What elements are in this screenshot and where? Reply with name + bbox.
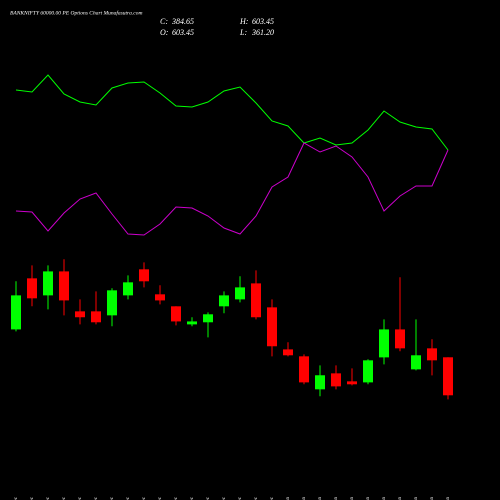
ohlc-value: 603.45 — [172, 28, 194, 37]
x-tick-label: 18 Dec — [142, 496, 147, 500]
x-tick-label: 02 Jan — [302, 497, 307, 500]
x-tick-label: 10 Dec — [46, 496, 51, 500]
x-tick-label: 23 Dec — [190, 496, 195, 500]
candle-body — [203, 314, 213, 323]
x-tick-label: 20 Dec — [174, 496, 179, 500]
candle-body — [171, 306, 181, 322]
candle-body — [139, 269, 149, 282]
candle-body — [43, 271, 53, 296]
x-tick-label: 03 Jan — [318, 497, 323, 500]
candle-body — [363, 360, 373, 383]
candle-body — [155, 294, 165, 301]
x-tick-label: 16 Dec — [110, 496, 115, 500]
candle-body — [395, 329, 405, 349]
x-tick-label: 13 Jan — [414, 497, 419, 500]
candle-body — [219, 295, 229, 307]
x-tick-label: 24 Dec — [206, 496, 211, 500]
candle-body — [267, 307, 277, 347]
x-tick-label: 17 Dec — [126, 496, 131, 500]
candle-body — [427, 348, 437, 361]
x-tick-label: 15 Jan — [446, 497, 451, 500]
ohlc-value: 384.65 — [171, 17, 194, 26]
x-tick-label: 10 Jan — [398, 497, 403, 500]
candle-body — [411, 355, 421, 370]
indicator-line — [15, 142, 449, 236]
candle-body — [315, 375, 325, 390]
candle-body — [443, 357, 453, 396]
x-tick-label: 09 Dec — [30, 496, 35, 500]
x-tick-label: 31 Dec — [270, 496, 275, 500]
candle-body — [251, 283, 261, 318]
candle-body — [123, 282, 133, 296]
x-tick-label: 06 Jan — [334, 497, 339, 500]
x-tick-label: 13 Dec — [94, 496, 99, 500]
candle-body — [283, 349, 293, 356]
x-tick-label: 27 Dec — [238, 496, 243, 500]
candle-body — [27, 278, 37, 299]
candle-body — [107, 290, 117, 316]
x-tick-label: 11 Dec — [62, 496, 67, 500]
candle-body — [91, 311, 101, 323]
candle-body — [59, 271, 69, 301]
x-tick-label: 06 Dec — [14, 496, 19, 500]
x-tick-label: 01 Jan — [286, 497, 291, 500]
ohlc-value: 603.45 — [252, 17, 274, 26]
candle-body — [299, 356, 309, 383]
candle-body — [11, 295, 21, 330]
x-tick-label: 07 Jan — [350, 497, 355, 500]
x-tick-label: 08 Jan — [366, 497, 371, 500]
chart-title: BANKNIFTY 60000.00 PE Options Chart Muna… — [10, 9, 142, 16]
x-tick-label: 26 Dec — [222, 496, 227, 500]
indicator-line — [15, 74, 449, 151]
x-tick-label: 12 Dec — [78, 496, 83, 500]
candle-body — [187, 321, 197, 325]
ohlc-label: O: — [160, 28, 169, 37]
candle-body — [331, 373, 341, 387]
ohlc-label: L: — [239, 28, 247, 37]
candle-body — [347, 381, 357, 385]
candle-body — [75, 311, 85, 318]
ohlc-value: 361.20 — [251, 28, 274, 37]
x-tick-label: 14 Jan — [430, 497, 435, 500]
ohlc-label: C: — [160, 17, 168, 26]
x-tick-label: 30 Dec — [254, 496, 259, 500]
candle-body — [235, 287, 245, 300]
x-tick-label: 09 Jan — [382, 497, 387, 500]
candle-body — [379, 329, 389, 358]
ohlc-label: H: — [239, 17, 249, 26]
x-tick-label: 19 Dec — [158, 496, 163, 500]
